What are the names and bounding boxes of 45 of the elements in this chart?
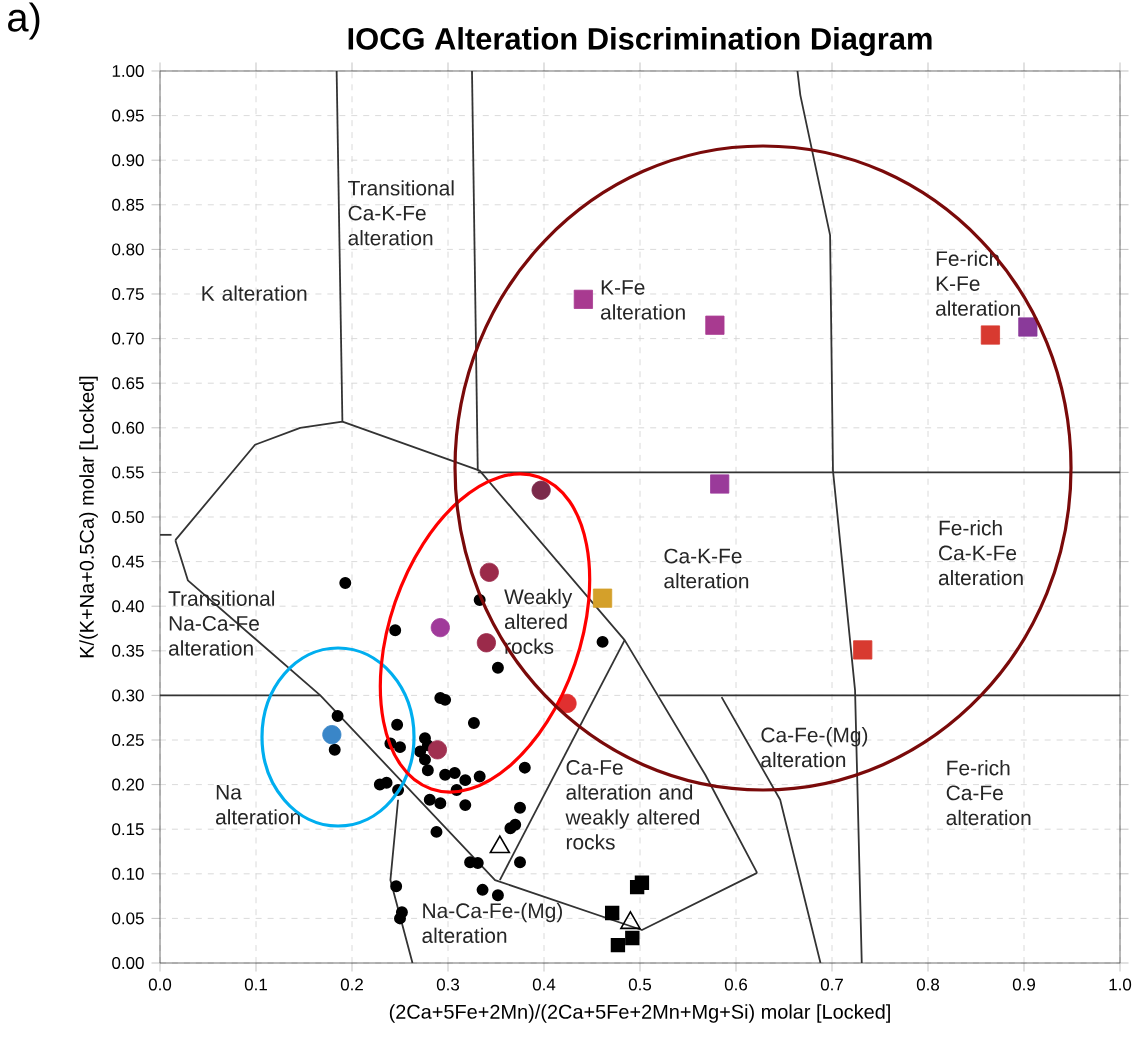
x-tick-label: 0.0 <box>148 978 172 991</box>
annotation: K-Fe alteration <box>600 280 685 320</box>
y-tick-label: 0.20 <box>112 778 144 791</box>
y-tick-label: 0.65 <box>112 377 144 390</box>
x-tick-label: 0.7 <box>820 978 843 991</box>
y-axis-title: K/(K+Na+0.5Ca) molar [Locked] <box>79 376 98 658</box>
y-tick-label: 0.55 <box>112 466 144 479</box>
annotation: Fe-rich Ca-Fe alteration <box>946 760 1031 826</box>
y-tick-label: 0.45 <box>112 555 144 568</box>
y-tick-label: 0.40 <box>112 600 144 613</box>
annotation: Na-Ca-Fe-(Mg) alteration <box>422 902 562 944</box>
y-tick-label: 0.00 <box>112 957 144 969</box>
y-tick-label: 0.85 <box>112 198 144 211</box>
y-tick-label: 0.60 <box>112 421 144 434</box>
y-tick-label: 0.10 <box>112 867 144 880</box>
annotation: Fe-rich Ca-K-Fe alteration <box>938 520 1023 586</box>
x-tick-label: 0.5 <box>628 978 652 991</box>
y-tick-label: 0.50 <box>112 511 144 523</box>
annotation: K alteration <box>202 285 307 301</box>
x-tick-label: 1.0 <box>1109 978 1132 991</box>
annotation: Ca-K-Fe alteration <box>664 548 749 589</box>
y-tick-label: 0.95 <box>112 109 144 122</box>
y-tick-label: 0.30 <box>112 689 144 702</box>
y-tick-label: 0.80 <box>112 243 144 256</box>
annotation: Transitional Ca-K-Fe alteration <box>348 180 454 246</box>
y-tick-label: 0.15 <box>112 823 144 836</box>
x-tick-label: 0.1 <box>244 978 267 991</box>
y-tick-label: 0.70 <box>112 332 144 345</box>
y-tick-label: 0.35 <box>112 644 144 657</box>
y-tick-label: 0.25 <box>112 734 144 746</box>
text: a) <box>8 2 40 40</box>
x-tick-label: 0.6 <box>724 978 748 991</box>
annotation: Ca-Fe alteration and weakly altered rocks <box>565 760 700 850</box>
y-tick-label: 0.90 <box>112 154 144 167</box>
x-tick-label: 0.3 <box>436 978 460 991</box>
y-tick-label: 1.00 <box>112 65 144 77</box>
y-tick-label: 0.75 <box>112 288 144 300</box>
x-tick-label: 0.9 <box>1012 978 1035 991</box>
annotation: Na alteration <box>215 785 300 825</box>
x-axis-title: (2Ca+5Fe+2Mn)/(2Ca+5Fe+2Mn+Mg+Si) molar [Locked] <box>389 1004 890 1023</box>
chart-title: IOCG Alteration Discrimination Diagram <box>348 27 932 56</box>
y-tick-label: 0.05 <box>112 912 144 925</box>
x-tick-label: 0.8 <box>916 978 940 991</box>
x-tick-label: 0.2 <box>340 978 363 991</box>
x-tick-label: 0.4 <box>532 978 556 991</box>
